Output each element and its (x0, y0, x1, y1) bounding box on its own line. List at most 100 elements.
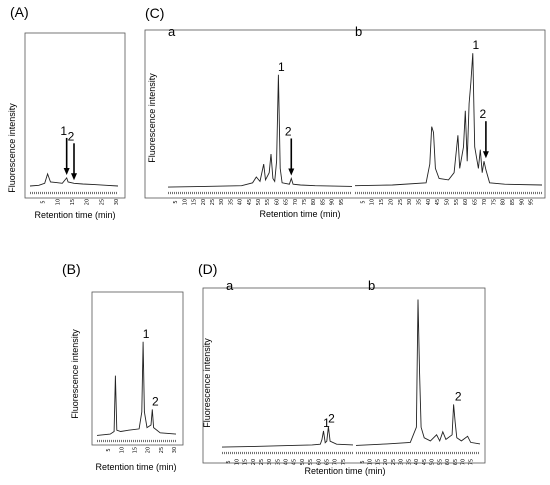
x-tick-label: 20 (388, 199, 394, 205)
x-axis-label-b: Retention time (min) (95, 462, 176, 472)
x-tick-label: 20 (251, 459, 257, 465)
chromatogram-trace-d-a (221, 426, 354, 448)
x-tick-label: 30 (267, 459, 273, 465)
panel-frame-a (24, 32, 126, 199)
x-tick-label: 60 (445, 459, 451, 465)
x-tick-label: 10 (119, 447, 125, 453)
x-tick-label: 5 (226, 460, 232, 463)
x-tick-label: 30 (114, 199, 120, 205)
x-tick-label: 15 (243, 459, 249, 465)
x-tick-label: 40 (414, 459, 420, 465)
x-tick-label: 65 (284, 199, 290, 205)
x-tick-label: 50 (256, 199, 262, 205)
x-tick-label: 15 (70, 199, 76, 205)
x-tick-label: 80 (501, 199, 507, 205)
x-tick-label: 60 (274, 199, 280, 205)
peak-arrowhead-c-a (288, 168, 295, 176)
x-tick-label: 45 (422, 459, 428, 465)
x-tick-label: 60 (316, 459, 322, 465)
peak-label-a: 2 (68, 129, 75, 143)
chromatogram-trace-c-b (354, 53, 543, 187)
x-tick-label: 5 (41, 200, 47, 203)
x-tick-label: 80 (311, 199, 317, 205)
x-tick-label: 40 (284, 459, 290, 465)
x-tick-label: 55 (265, 199, 271, 205)
chromatogram-trace-d-b (355, 299, 481, 446)
peak-label-b: 2 (152, 394, 159, 408)
x-tick-label: 5 (173, 200, 179, 203)
x-tick-label: 15 (192, 199, 198, 205)
peak-arrowhead-a (63, 167, 70, 175)
peak-label-a: 1 (60, 124, 67, 138)
x-tick-label: 30 (399, 459, 405, 465)
x-tick-label: 95 (529, 199, 535, 205)
x-tick-label: 40 (238, 199, 244, 205)
x-tick-label: 35 (406, 459, 412, 465)
x-tick-label: 20 (201, 199, 207, 205)
x-tick-label: 15 (375, 459, 381, 465)
x-tick-label: 70 (333, 459, 339, 465)
x-tick-label: 70 (482, 199, 488, 205)
x-tick-label: 65 (453, 459, 459, 465)
sub-label-c-b: b (355, 24, 362, 39)
x-tick-label: 55 (308, 459, 314, 465)
panel-frame-c-a (144, 29, 546, 199)
x-tick-label: 90 (330, 199, 336, 205)
x-tick-label: 95 (339, 199, 345, 205)
x-tick-label: 10 (55, 199, 61, 205)
x-tick-label: 35 (228, 199, 234, 205)
chromatogram-trace-b (96, 341, 177, 436)
peak-arrowhead-a (71, 173, 77, 181)
y-axis-label-d-a: Fluorescence intensity (202, 338, 212, 428)
x-tick-label: 55 (437, 459, 443, 465)
x-tick-label: 25 (99, 199, 105, 205)
x-tick-label: 85 (510, 199, 516, 205)
peak-label-c-a: 1 (278, 60, 285, 74)
x-tick-label: 75 (302, 199, 308, 205)
x-tick-label: 40 (426, 199, 432, 205)
x-tick-label: 25 (398, 199, 404, 205)
peak-label-c-b: 2 (480, 107, 487, 121)
panel-label-b: (B) (62, 261, 81, 277)
x-tick-label: 25 (259, 459, 265, 465)
x-tick-label: 10 (182, 199, 188, 205)
peak-arrowhead-c-b (482, 151, 489, 159)
panel-label-c-a: (C) (145, 5, 164, 21)
x-tick-label: 20 (146, 447, 152, 453)
x-tick-label: 5 (360, 460, 366, 463)
x-tick-label: 5 (360, 200, 366, 203)
x-tick-label: 75 (491, 199, 497, 205)
chromatogram-trace-a (29, 172, 119, 187)
sub-label-c-a: a (168, 24, 176, 39)
x-tick-label: 15 (379, 199, 385, 205)
x-tick-label: 15 (133, 447, 139, 453)
y-axis-label-c-a: Fluorescence intensity (147, 73, 157, 163)
peak-label-c-a: 2 (285, 124, 292, 138)
panel-frame-d-a (202, 287, 486, 464)
peak-label-d-a: 2 (328, 412, 335, 426)
x-tick-label: 5 (106, 448, 112, 451)
x-axis-label-d-a: Retention time (min) (304, 466, 385, 476)
peak-label-d-a: 1 (323, 416, 330, 430)
x-axis-label-c-a: Retention time (min) (259, 209, 340, 219)
x-tick-label: 25 (159, 447, 165, 453)
x-tick-label: 50 (430, 459, 436, 465)
x-tick-label: 75 (341, 459, 347, 465)
x-tick-label: 45 (292, 459, 298, 465)
x-axis-label-a: Retention time (min) (34, 210, 115, 220)
x-tick-label: 90 (519, 199, 525, 205)
panel-label-d-a: (D) (198, 261, 217, 277)
x-tick-label: 10 (368, 459, 374, 465)
x-tick-label: 25 (391, 459, 397, 465)
x-tick-label: 50 (300, 459, 306, 465)
x-tick-label: 10 (234, 459, 240, 465)
x-tick-label: 65 (473, 199, 479, 205)
peak-label-b: 1 (143, 327, 150, 341)
panel-label-a: (A) (10, 4, 29, 20)
y-axis-label-b: Fluorescence intensity (70, 329, 80, 419)
x-tick-label: 70 (461, 459, 467, 465)
sub-label-d-a: a (226, 278, 234, 293)
x-tick-label: 50 (445, 199, 451, 205)
x-tick-label: 25 (210, 199, 216, 205)
